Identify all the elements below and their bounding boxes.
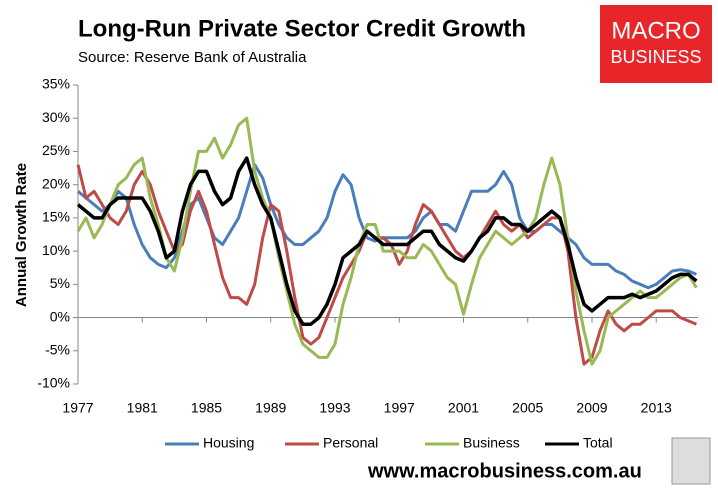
y-tick-label: 15% — [42, 209, 70, 225]
y-tick-label: -10% — [37, 375, 70, 391]
footer: www.macrobusiness.com.au — [367, 460, 642, 482]
y-tick-label: 35% — [42, 76, 70, 92]
series-line — [76, 116, 698, 366]
x-tick-label: 2005 — [512, 400, 543, 416]
y-axis-label: Annual Growth Rate — [13, 163, 30, 307]
x-tick-label: 2001 — [448, 400, 479, 416]
y-tick-label: 25% — [42, 142, 70, 158]
y-tick-label: 30% — [42, 109, 70, 125]
logo-text: BUSINESS — [610, 47, 701, 67]
x-tick-label: 2013 — [641, 400, 672, 416]
x-tick-label: 1997 — [384, 400, 415, 416]
x-tick-label: 1977 — [62, 400, 93, 416]
chart-subtitle: Source: Reserve Bank of Australia — [78, 49, 307, 66]
chart-title: Long-Run Private Sector Credit Growth — [78, 15, 526, 42]
x-tick-label: 1985 — [191, 400, 222, 416]
y-tick-label: 5% — [50, 275, 70, 291]
x-tick-label: 1989 — [255, 400, 286, 416]
logo-box — [600, 5, 712, 83]
legend-label: Business — [463, 435, 520, 451]
y-tick-label: 10% — [42, 242, 70, 258]
logo-text: MACRO — [611, 17, 700, 44]
legend-label: Housing — [203, 435, 254, 451]
x-tick-label: 2009 — [576, 400, 607, 416]
series-line — [76, 156, 698, 326]
y-tick-label: 0% — [50, 308, 70, 324]
series-line — [77, 163, 697, 290]
y-tick-label: -5% — [45, 341, 70, 357]
x-tick-label: 1993 — [319, 400, 350, 416]
legend-label: Total — [583, 435, 613, 451]
legend-label: Personal — [323, 435, 378, 451]
y-tick-label: 20% — [42, 175, 70, 191]
logo-icon — [671, 437, 711, 485]
x-tick-label: 1981 — [127, 400, 158, 416]
